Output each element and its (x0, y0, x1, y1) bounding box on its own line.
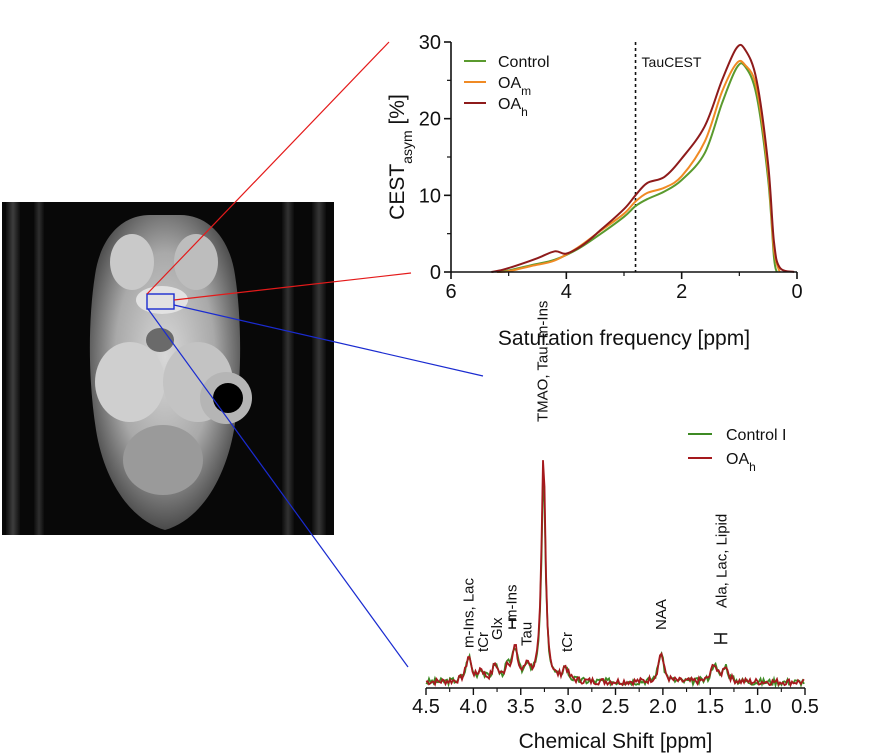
mrs-x-tick-label: 2.5 (602, 696, 630, 718)
mrs-peak-label: tCr (559, 632, 576, 652)
mrs-peak-brackets (508, 618, 728, 644)
cest-y-tick-label: 10 (419, 185, 441, 207)
mrs-x-tick-label: 2.0 (649, 696, 677, 718)
cest-y-tick-label: 20 (419, 109, 441, 131)
cest-series (491, 43, 795, 273)
mrs-x-axis-label: Chemical Shift [ppm] (519, 730, 713, 753)
mrs-legend-label: OAh (726, 451, 756, 474)
cest-y-label-sub: asym (399, 130, 415, 163)
mrs-legend-label: Control I (726, 427, 786, 444)
cest-series-line-1 (497, 59, 781, 273)
cest-y-tick-label: 0 (430, 262, 441, 284)
mrs-peak-label: Glx (489, 617, 506, 640)
mrs-peak-bracket (714, 633, 728, 644)
cest-legend-subscript: m (521, 84, 531, 98)
mrs-legend-subscript: h (749, 460, 756, 474)
cest-legend-name: OA (498, 75, 521, 92)
connector-blue-upper (173, 304, 484, 377)
mrs-peak-label: m-Ins (503, 585, 520, 623)
mrs-peak-bracket (508, 618, 517, 629)
cest-y-label-main: CEST (386, 164, 409, 220)
cest-x-axis: 6 4 2 0 (445, 272, 803, 303)
connector-blue-lower (147, 308, 409, 668)
mrs-x-tick-label: 0.5 (791, 696, 819, 718)
cest-x-axis-label: Saturation frequency [ppm] (498, 327, 750, 350)
cest-legend-label: Control (498, 54, 550, 71)
cest-legend-name: OA (498, 96, 521, 113)
mrs-x-tick-label: 1.0 (744, 696, 772, 718)
taucest-label: TauCEST (642, 54, 702, 70)
mrs-x-tick-label: 4.5 (412, 696, 440, 718)
mrs-series-line-1 (425, 460, 805, 688)
mrs-peak-label: NAA (653, 599, 670, 630)
cest-y-label-unit: [%] (386, 94, 409, 130)
mri-image (2, 202, 334, 535)
cest-legend-label: OAm (498, 75, 531, 98)
cest-legend-label: OAh (498, 96, 528, 119)
mrs-peak-label: m-Ins, Lac (461, 577, 478, 648)
mrs-peak-label: TMAO, Tau, m-Ins (535, 301, 552, 422)
mrs-legend-name: Control I (726, 427, 786, 444)
mrs-peak-label: Tau (518, 622, 535, 646)
cest-y-tick-label: 30 (419, 32, 441, 54)
cest-x-tick-label: 4 (561, 281, 572, 303)
cest-y-axis: 0 10 20 30 (419, 32, 451, 284)
mrs-x-tick-label: 4.0 (459, 696, 487, 718)
mrs-peak-label: tCr (475, 632, 492, 652)
cest-legend-name: Control (498, 54, 550, 71)
cest-legend-subscript: h (521, 105, 528, 119)
cest-series-line-2 (491, 43, 795, 273)
mrs-series-line-0 (425, 477, 805, 689)
connector-red-lower (173, 272, 412, 301)
cest-x-tick-label: 2 (676, 281, 687, 303)
cest-y-axis-label: CESTasym [%] (386, 94, 415, 220)
mrs-legend-name: OA (726, 451, 749, 468)
mrs-peak-label: Ala, Lac, Lipid (714, 514, 731, 608)
mrs-series (425, 460, 805, 689)
cest-series-line-0 (496, 62, 778, 273)
mrs-x-tick-label: 1.5 (696, 696, 724, 718)
cest-x-tick-label: 0 (791, 281, 802, 303)
mrs-legend: Control I OAh (688, 427, 786, 474)
cest-x-tick-label: 6 (445, 281, 456, 303)
mrs-x-tick-label: 3.5 (507, 696, 535, 718)
connector-red-upper (146, 41, 390, 295)
mrs-x-axis: 4.5 4.0 3.5 3.0 2.5 2.0 1.5 1.0 0.5 (412, 688, 819, 718)
mrs-x-tick-label: 3.0 (554, 696, 582, 718)
